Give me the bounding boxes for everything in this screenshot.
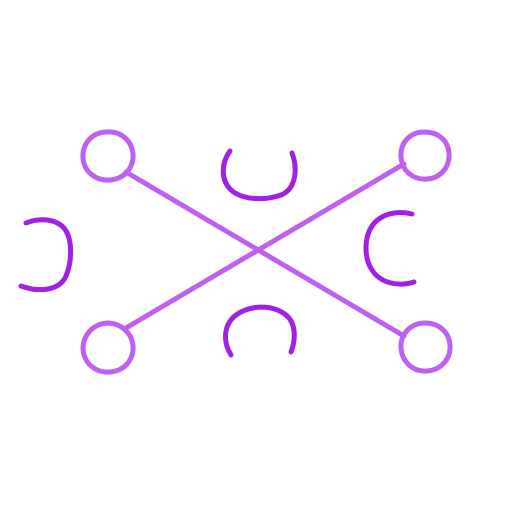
node-bottom-right <box>398 320 453 374</box>
arc-top <box>220 148 298 202</box>
diagonal-line-2 <box>123 161 407 331</box>
arc-bottom <box>223 304 297 358</box>
arc-left <box>18 217 74 293</box>
node-top-right <box>398 129 452 182</box>
node-bottom-left <box>80 320 136 375</box>
node-top-left <box>80 129 136 183</box>
diagonal-line-1 <box>123 169 407 339</box>
arc-right <box>363 210 417 287</box>
